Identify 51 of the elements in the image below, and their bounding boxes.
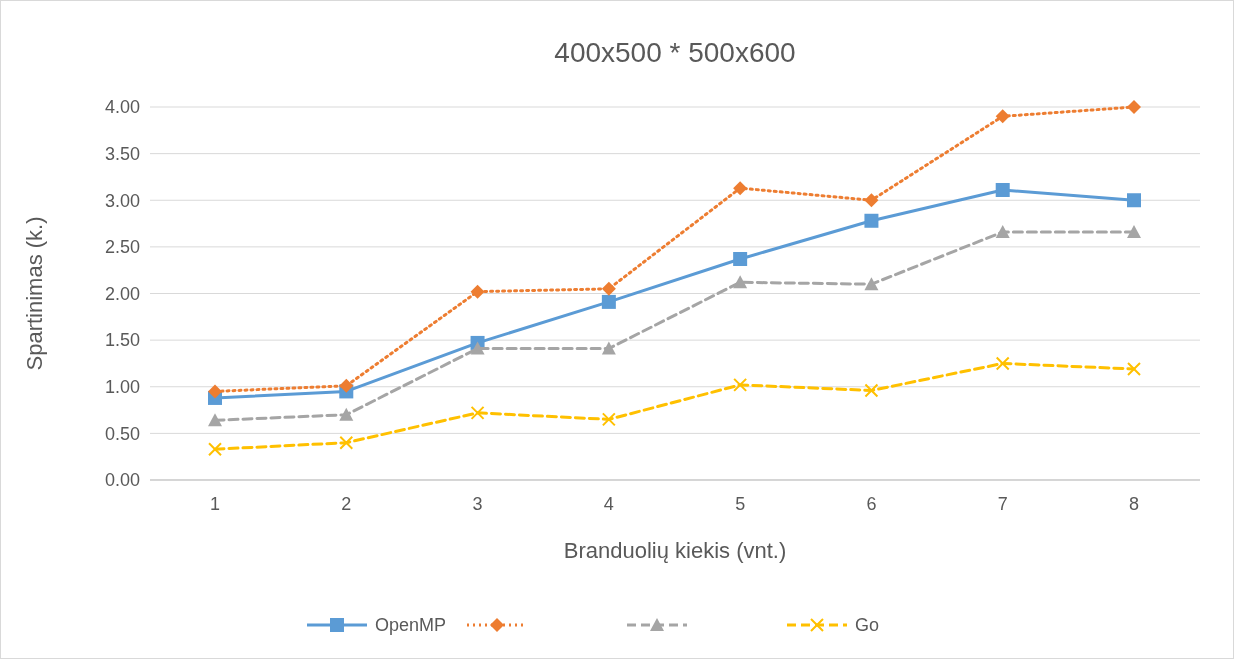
y-tick-label: 0.00: [104, 470, 140, 491]
x-tick-label: 6: [866, 494, 877, 514]
y-tick-label: 1.00: [104, 377, 140, 398]
y-tick-label: 2.50: [104, 237, 140, 258]
legend-label: OpenMP: [375, 615, 447, 636]
y-tick-label: 1.50: [104, 330, 140, 351]
y-tick-label: 0.50: [104, 423, 140, 444]
point: [601, 341, 616, 355]
x-tick-label: 7: [997, 494, 1008, 514]
point: [864, 383, 879, 398]
chart-title: 400x500 * 500x600: [554, 37, 796, 68]
point: [995, 224, 1010, 238]
point: [470, 405, 485, 420]
point: [733, 252, 748, 266]
point: [1127, 193, 1141, 208]
point: [864, 277, 879, 291]
x-tick-label: 8: [1128, 494, 1140, 514]
point: [470, 341, 485, 355]
point: [339, 435, 354, 450]
y-tick-label: 4.00: [104, 97, 140, 118]
y-axis-title: Spartinimas (k.): [22, 216, 47, 371]
point: [208, 442, 222, 457]
legend-label: Go: [855, 615, 880, 636]
x-axis-title: Branduolių kiekis (vnt.): [563, 538, 787, 563]
point: [1127, 100, 1141, 114]
x-tick-label: 5: [735, 494, 746, 514]
point: [864, 193, 879, 208]
point: [733, 275, 748, 289]
point: [339, 407, 354, 421]
point: [995, 182, 1010, 197]
point: [864, 213, 879, 228]
point: [1127, 224, 1141, 238]
point: [995, 356, 1010, 371]
point: [208, 413, 222, 427]
point: [601, 281, 616, 296]
x-tick-label: 2: [341, 494, 352, 514]
point: [995, 109, 1010, 124]
point: [733, 377, 748, 392]
point: [1127, 362, 1141, 377]
point: [470, 284, 485, 299]
y-tick-label: 3.00: [104, 190, 140, 211]
point: [601, 412, 616, 427]
x-tick-label: 3: [472, 494, 483, 514]
point: [339, 378, 354, 393]
point: [208, 384, 222, 399]
x-tick-label: 4: [603, 494, 614, 514]
x-tick-label: 1: [209, 494, 221, 514]
point: [733, 181, 748, 196]
y-tick-label: 2.00: [104, 283, 140, 304]
y-tick-label: 3.50: [104, 143, 140, 164]
point: [601, 294, 616, 309]
